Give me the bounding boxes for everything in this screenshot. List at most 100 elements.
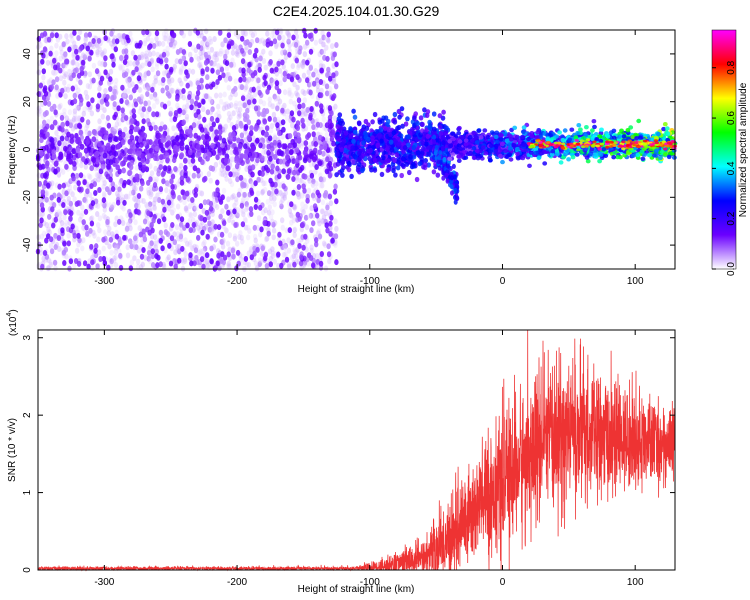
heatmap-cell [119,98,124,104]
heatmap-cell [109,40,114,47]
heatmap-cell [115,157,120,164]
heatmap-cell [245,204,250,211]
heatmap-cell [317,134,323,141]
heatmap-cell [97,46,102,53]
heatmap-cell [173,166,178,172]
heatmap-cell [162,124,168,131]
heatmap-cell [286,237,291,244]
heatmap-cell [426,151,432,157]
heatmap-cell [187,203,193,210]
heatmap-cell [49,137,55,144]
heatmap-cell [250,72,256,79]
heatmap-cell [147,229,152,236]
heatmap-cell [383,115,389,121]
heatmap-cell [102,180,107,186]
heatmap-cell [224,175,229,182]
heatmap-cell [162,165,168,172]
heatmap-cell [331,79,337,86]
heatmap-cell [264,263,270,269]
heatmap-cell [44,162,49,169]
heatmap-cell [296,97,302,104]
heatmap-cell [158,164,163,171]
heatmap-cell [253,260,259,267]
heatmap-cell [166,140,172,147]
heatmap-cell [171,125,176,132]
heatmap-cell [444,172,449,178]
heatmap-cell [164,32,169,39]
heatmap-cell [391,130,397,136]
heatmap-cell [437,124,443,130]
heatmap-cell [261,149,266,156]
heatmap-cell [151,43,157,49]
heatmap-cell [120,107,125,114]
heatmap-cell [126,179,131,186]
heatmap-cell [183,237,188,244]
heatmap-cell [449,175,454,181]
heatmap-cell [128,265,134,272]
heatmap-cell [264,131,269,138]
heatmap-cell [168,106,174,113]
heatmap-cell [40,58,45,65]
heatmap-cell [105,100,110,107]
heatmap-cell [153,124,158,131]
heatmap-cell [209,125,214,132]
heatmap-cell [124,99,130,106]
heatmap-cell [281,251,287,258]
heatmap-cell [166,199,172,206]
heatmap-cell [309,172,315,179]
heatmap-cell [112,125,117,132]
heatmap-cell [38,107,43,114]
heatmap-cell [290,138,296,145]
heatmap-cell [113,262,119,268]
heatmap-cell [233,91,238,98]
heatmap-cell [258,231,263,238]
heatmap-cell [113,85,118,92]
heatmap-cell [169,66,174,73]
heatmap-cell [60,140,65,146]
heatmap-cell [61,41,66,48]
heatmap-cell [245,224,251,231]
heatmap-cell [42,250,48,256]
heatmap-cell [189,104,194,111]
heatmap-cell [247,49,252,55]
heatmap-cell [111,61,116,68]
heatmap-cell [200,229,205,236]
heatmap-cell [54,210,60,217]
heatmap-cell [158,229,164,236]
heatmap-cell [90,97,95,104]
heatmap-cell [302,50,307,57]
heatmap-cell [173,249,178,256]
heatmap-cell [179,140,184,147]
heatmap-cell [178,92,184,99]
heatmap-cell [308,48,314,55]
heatmap-cell [308,161,314,168]
heatmap-cell [220,208,225,215]
heatmap-cell [238,174,244,181]
heatmap-cell [160,40,166,47]
heatmap-cell [140,261,145,268]
heatmap-cell [289,76,295,83]
heatmap-cell [228,94,233,101]
heatmap-cell [137,225,142,232]
heatmap-cell [249,38,255,45]
heatmap-cell [198,203,204,210]
heatmap-cell [168,260,174,267]
heatmap-cell [311,195,317,202]
heatmap-cell [199,32,204,39]
heatmap-cell [85,45,91,52]
heatmap-cell [226,209,231,216]
heatmap-cell [340,159,346,165]
heatmap-cell [152,182,158,188]
heatmap-cell [140,131,145,138]
heatmap-cell [234,196,239,203]
heatmap-cell [265,235,270,242]
heatmap-cell [58,55,63,62]
heatmap-cell [295,211,300,218]
heatmap-cell [76,232,81,239]
heatmap-cell [262,186,268,193]
heatmap-cell [334,172,339,178]
heatmap-cell [187,128,192,135]
heatmap-cell [204,93,209,100]
heatmap-cell [144,201,149,208]
